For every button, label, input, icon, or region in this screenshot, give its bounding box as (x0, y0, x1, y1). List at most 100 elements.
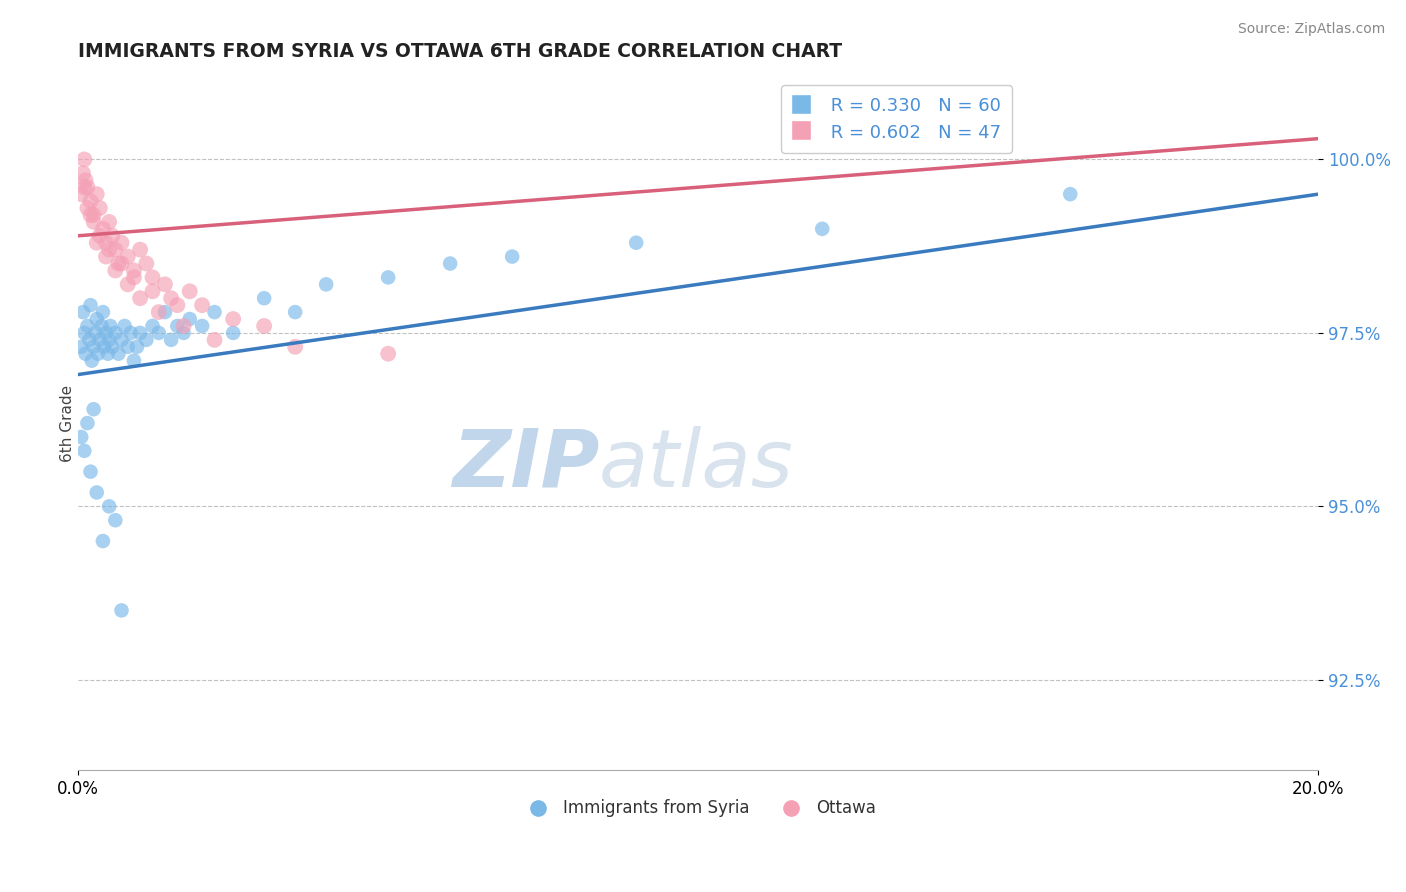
Point (91, 305, 114, 319)
Point (135, 333, 157, 347)
Point (160, 333, 183, 347)
Point (222, 312, 245, 326)
Point (98, 333, 121, 347)
Text: ZIP: ZIP (451, 425, 599, 504)
Point (104, 326, 127, 340)
Point (135, 256, 157, 270)
Point (98, 500, 121, 514)
Point (141, 270, 163, 285)
Point (114, 318, 136, 333)
Point (75, 347, 97, 361)
Point (73, 180, 96, 194)
Point (253, 318, 276, 333)
Point (83, 208, 105, 222)
Point (76, 201, 98, 215)
Point (73, 153, 96, 167)
Point (79, 194, 101, 208)
Text: IMMIGRANTS FROM SYRIA VS OTTAWA 6TH GRADE CORRELATION CHART: IMMIGRANTS FROM SYRIA VS OTTAWA 6TH GRAD… (79, 42, 842, 61)
Point (104, 263, 127, 277)
Point (98, 215, 121, 229)
Point (110, 333, 132, 347)
Point (284, 305, 307, 319)
Point (79, 298, 101, 312)
Point (86, 312, 108, 326)
Point (75, 173, 97, 187)
Point (153, 305, 176, 319)
Point (153, 277, 176, 292)
Text: atlas: atlas (599, 425, 794, 504)
Point (107, 256, 129, 270)
Point (94, 235, 117, 250)
Point (377, 270, 399, 285)
Point (179, 312, 201, 326)
Point (141, 318, 163, 333)
Point (70, 187, 93, 202)
Point (86, 485, 108, 500)
Point (501, 250, 523, 264)
Point (148, 305, 170, 319)
Point (222, 326, 245, 340)
Point (79, 208, 101, 222)
Point (179, 285, 201, 299)
Point (129, 326, 152, 340)
Point (315, 277, 337, 292)
Point (76, 180, 98, 194)
Point (204, 305, 226, 319)
Point (101, 340, 124, 354)
Point (89, 228, 111, 243)
Point (98, 243, 121, 257)
Point (110, 256, 132, 270)
Point (117, 277, 139, 292)
Point (87, 347, 110, 361)
Point (70, 340, 93, 354)
Point (73, 443, 96, 458)
Point (439, 256, 461, 270)
Point (204, 333, 226, 347)
Point (122, 270, 145, 285)
Point (73, 326, 96, 340)
Legend: Immigrants from Syria, Ottawa: Immigrants from Syria, Ottawa (515, 793, 882, 824)
Point (122, 353, 145, 368)
Point (173, 318, 195, 333)
Point (86, 235, 108, 250)
Point (89, 333, 111, 347)
Point (125, 340, 148, 354)
Point (160, 291, 183, 305)
Point (284, 340, 307, 354)
Point (83, 215, 105, 229)
Point (84, 326, 107, 340)
Point (90, 318, 112, 333)
Point (129, 243, 152, 257)
Point (70, 430, 93, 444)
Point (117, 340, 139, 354)
Point (93, 340, 115, 354)
Point (101, 228, 124, 243)
Point (104, 513, 127, 527)
Point (166, 318, 188, 333)
Point (120, 326, 142, 340)
Point (811, 222, 834, 236)
Point (77, 333, 100, 347)
Point (80, 353, 103, 368)
Point (104, 243, 127, 257)
Point (89, 201, 111, 215)
Point (1059, 187, 1081, 202)
Point (173, 326, 195, 340)
Point (166, 298, 188, 312)
Point (253, 291, 276, 305)
Point (72, 305, 94, 319)
Point (97, 347, 120, 361)
Y-axis label: 6th Grade: 6th Grade (59, 384, 75, 462)
Point (86, 187, 108, 202)
Point (191, 298, 214, 312)
Point (79, 465, 101, 479)
Point (377, 347, 399, 361)
Point (83, 402, 105, 417)
Point (76, 318, 98, 333)
Point (76, 416, 98, 430)
Point (91, 222, 114, 236)
Point (117, 250, 139, 264)
Point (624, 235, 647, 250)
Point (107, 347, 129, 361)
Point (91, 534, 114, 549)
